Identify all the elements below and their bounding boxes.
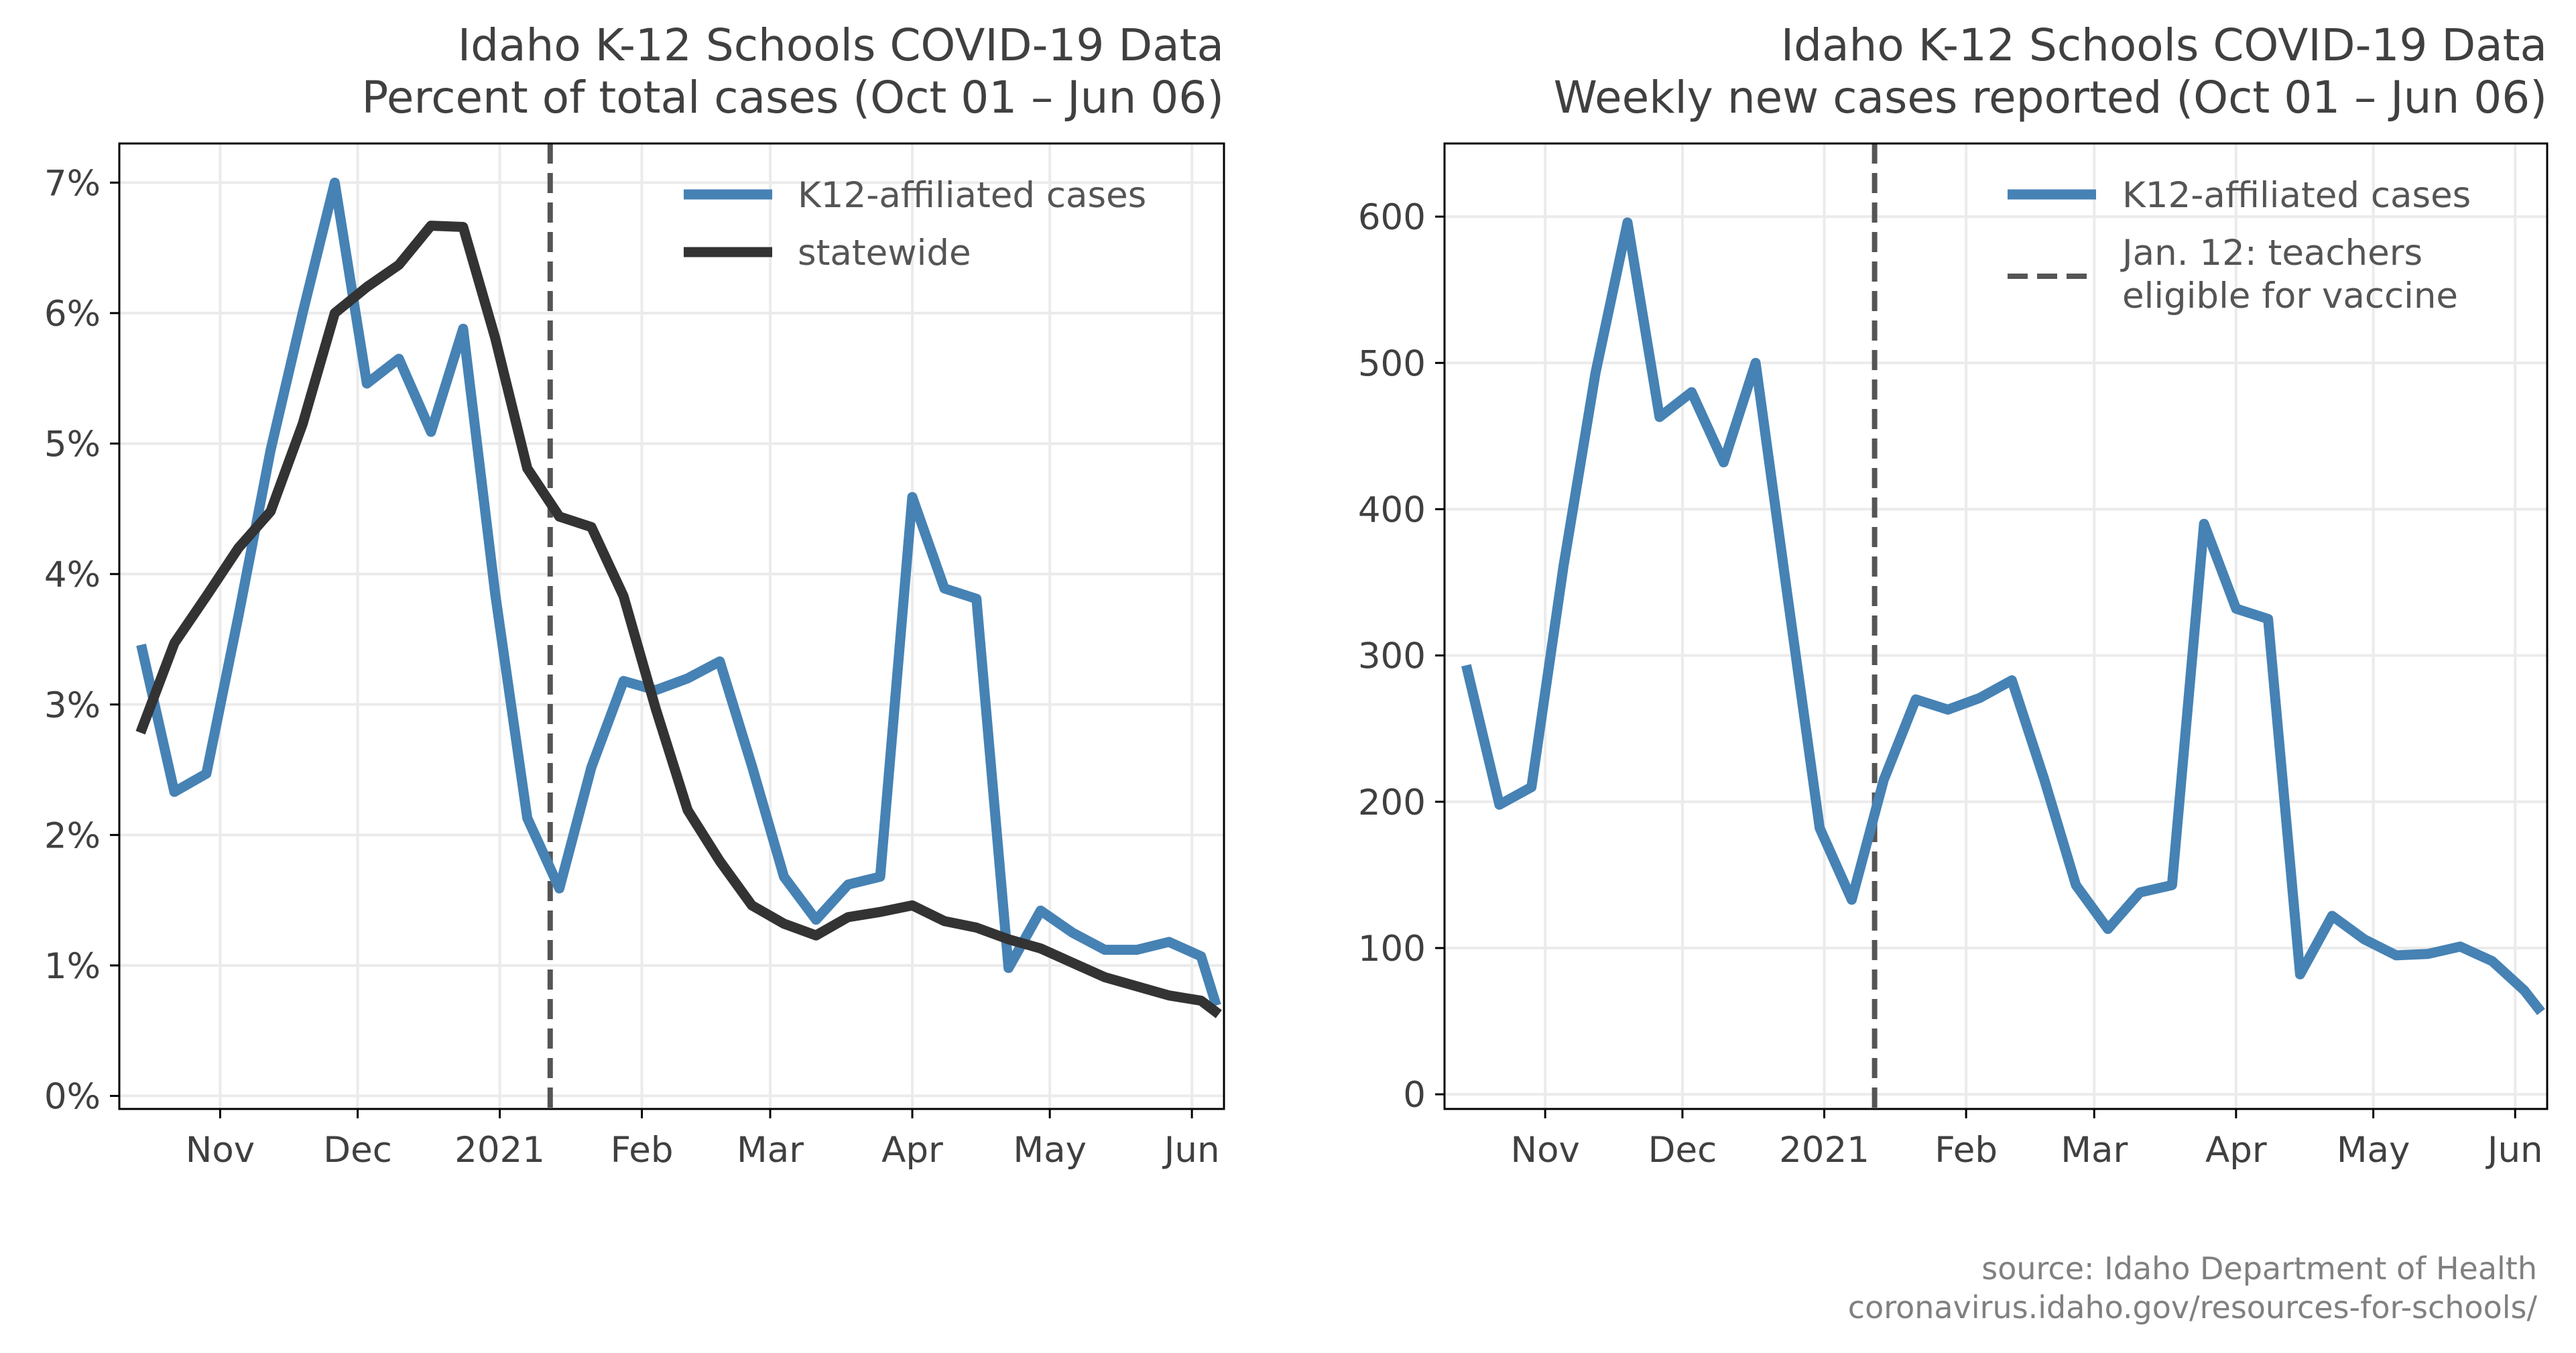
x-tick-label: Feb xyxy=(611,1130,674,1171)
x-axis: Nov Dec 2021 Feb Mar Apr May Jun xyxy=(1510,1109,2543,1171)
x-tick-label: Nov xyxy=(186,1130,255,1171)
chart-weekly-new-cases: Idaho K-12 Schools COVID-19 Data Weekly … xyxy=(1358,19,2549,1171)
y-tick-label: 6% xyxy=(44,294,101,335)
series-lines xyxy=(135,177,1222,1018)
y-axis: 0% 1% 2% 3% 4% 5% 6% 7% xyxy=(44,163,119,1118)
grid xyxy=(1445,143,2547,1109)
chart-title: Idaho K-12 Schools COVID-19 Data xyxy=(1781,19,2547,71)
series-lines xyxy=(1461,217,2545,1016)
x-tick-label: Jun xyxy=(1162,1130,1220,1171)
series-line-k12-affiliated-cases xyxy=(136,177,1221,1007)
chart-subtitle: Percent of total cases (Oct 01 – Jun 06) xyxy=(361,72,1224,123)
legend-label-k12: K12-affiliated cases xyxy=(798,175,1146,216)
series-line-statewide xyxy=(135,221,1222,1018)
y-tick-label: 7% xyxy=(44,163,101,204)
legend-label-k12: K12-affiliated cases xyxy=(2122,175,2471,216)
legend-label-statewide: statewide xyxy=(798,233,971,274)
x-tick-label: May xyxy=(2337,1130,2410,1171)
x-tick-label: May xyxy=(1013,1130,1087,1171)
x-tick-label: Mar xyxy=(2061,1130,2128,1171)
source-note-line2: coronavirus.idaho.gov/resources-for-scho… xyxy=(1848,1289,2538,1326)
source-note-line1: source: Idaho Department of Health xyxy=(1981,1250,2537,1287)
y-tick-label: 600 xyxy=(1358,197,1426,238)
grid xyxy=(119,143,1224,1109)
legend: K12-affiliated cases statewide xyxy=(684,175,1146,274)
x-tick-label: 2021 xyxy=(454,1130,545,1171)
x-tick-label: Apr xyxy=(881,1130,943,1171)
x-tick-label: Mar xyxy=(737,1130,804,1171)
y-tick-label: 1% xyxy=(44,946,101,987)
series-line-k12-affiliated-cases xyxy=(1461,217,2545,1016)
x-axis: Nov Dec 2021 Feb Mar Apr May Jun xyxy=(186,1109,1220,1171)
x-tick-label: Apr xyxy=(2205,1130,2267,1171)
legend: K12-affiliated cases Jan. 12: teachers e… xyxy=(2008,175,2471,316)
plot-frame xyxy=(118,142,1225,1110)
y-tick-label: 500 xyxy=(1358,343,1426,384)
y-tick-label: 5% xyxy=(44,424,101,465)
x-tick-label: Dec xyxy=(323,1130,392,1171)
x-tick-label: Nov xyxy=(1510,1130,1579,1171)
y-tick-label: 0% xyxy=(44,1077,101,1118)
y-tick-label: 2% xyxy=(44,815,101,856)
x-tick-label: Jun xyxy=(2486,1130,2543,1171)
chart-title: Idaho K-12 Schools COVID-19 Data xyxy=(458,19,1224,71)
y-tick-label: 200 xyxy=(1358,782,1426,823)
y-tick-label: 400 xyxy=(1358,489,1426,530)
plot-frame xyxy=(1443,142,2549,1110)
chart-subtitle: Weekly new cases reported (Oct 01 – Jun … xyxy=(1554,72,2547,123)
legend-label-line2: eligible for vaccine xyxy=(2122,276,2458,316)
chart-percent-of-total-cases: Idaho K-12 Schools COVID-19 Data Percent… xyxy=(44,19,1225,1171)
x-tick-label: 2021 xyxy=(1779,1130,1869,1171)
legend-label-line1: Jan. 12: teachers xyxy=(2120,233,2422,274)
y-tick-label: 300 xyxy=(1358,636,1426,677)
x-tick-label: Dec xyxy=(1648,1130,1717,1171)
y-tick-label: 0 xyxy=(1403,1075,1426,1116)
y-tick-label: 100 xyxy=(1358,929,1426,969)
y-axis: 0 100 200 300 400 500 600 xyxy=(1358,197,1445,1116)
y-tick-label: 4% xyxy=(44,554,101,595)
x-tick-label: Feb xyxy=(1935,1130,1998,1171)
y-tick-label: 3% xyxy=(44,685,101,726)
legend-label-vaccine-line: Jan. 12: teachers eligible for vaccine xyxy=(2120,233,2458,316)
